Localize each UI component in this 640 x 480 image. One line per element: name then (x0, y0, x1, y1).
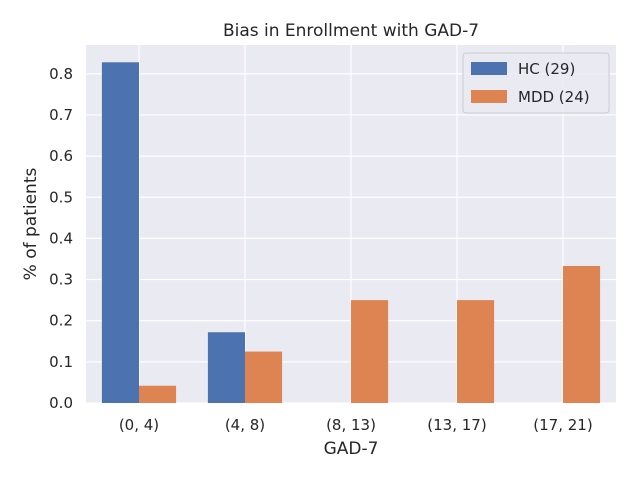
y-axis-label: % of patients (21, 168, 41, 281)
bars (101, 62, 601, 404)
bar-mdd (457, 300, 495, 403)
y-tick-label: 0.1 (49, 353, 73, 371)
x-tick-labels: (0, 4) (4, 8) (8, 13) (13, 17) (17, 21) (119, 416, 593, 434)
legend: HC (29) MDD (24) (462, 52, 610, 114)
x-tick-label: (0, 4) (119, 416, 159, 434)
bar-hc (207, 332, 245, 403)
x-tick-label: (13, 17) (427, 416, 486, 434)
y-tick-label: 0.7 (49, 106, 73, 124)
legend-swatch-mdd (471, 90, 507, 103)
chart-title: Bias in Enrollment with GAD-7 (223, 21, 479, 41)
x-tick-label: (17, 21) (533, 416, 592, 434)
x-tick-label: (8, 13) (326, 416, 376, 434)
bar-hc (101, 62, 139, 404)
x-axis-label: GAD-7 (324, 439, 379, 459)
y-tick-label: 0.3 (49, 271, 73, 289)
bar-mdd (245, 351, 283, 403)
legend-label-mdd: MDD (24) (518, 88, 590, 106)
y-tick-label: 0.2 (49, 312, 73, 330)
legend-swatch-hc (471, 62, 507, 75)
bar-mdd (139, 385, 177, 403)
y-tick-label: 0.0 (49, 394, 73, 412)
x-tick-label: (4, 8) (225, 416, 265, 434)
bar-mdd (563, 265, 601, 403)
bar-mdd (351, 300, 389, 403)
y-tick-label: 0.5 (49, 188, 73, 206)
legend-label-hc: HC (29) (518, 60, 575, 78)
y-tick-label: 0.4 (49, 229, 73, 247)
y-tick-label: 0.6 (49, 147, 73, 165)
y-tick-labels: 0.0 0.1 0.2 0.3 0.4 0.5 0.6 0.7 0.8 (49, 65, 73, 412)
y-tick-label: 0.8 (49, 65, 73, 83)
